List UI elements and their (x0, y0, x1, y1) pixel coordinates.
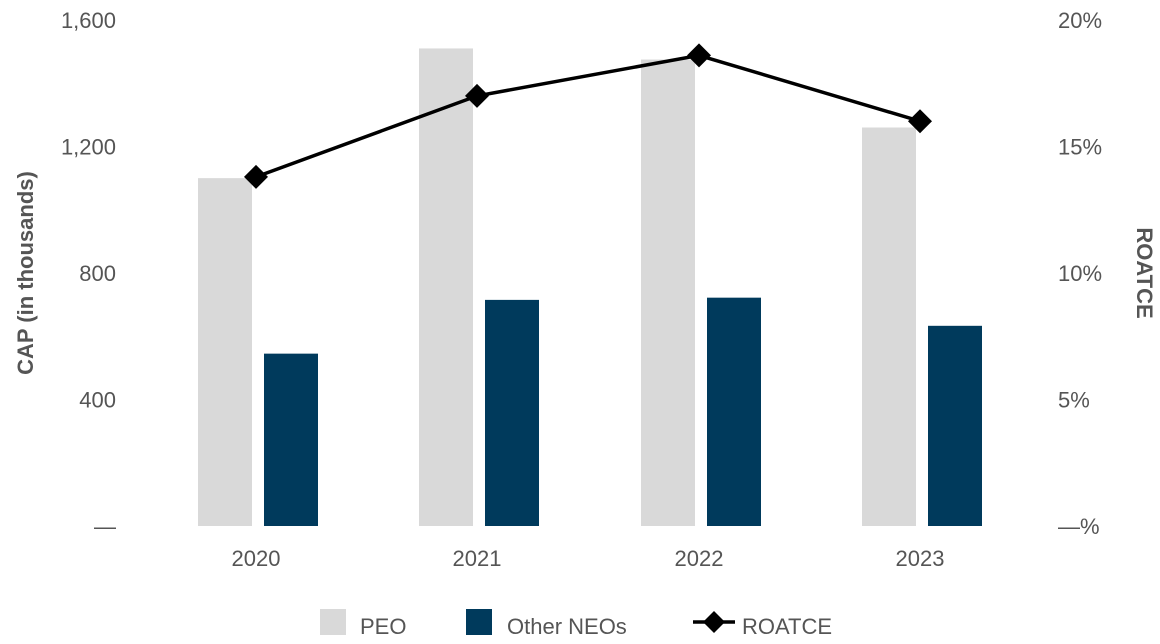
left-axis-title: CAP (in thousands) (13, 171, 38, 375)
left-tick-label-0: — (94, 514, 116, 539)
legend-swatch-peo (320, 609, 346, 635)
right-tick-label-0: —% (1058, 514, 1100, 539)
left-tick-label-4: 1,600 (61, 8, 116, 33)
x-tick-label-2022: 2022 (675, 546, 724, 571)
left-tick-label-3: 1,200 (61, 135, 116, 160)
x-tick-label-2023: 2023 (896, 546, 945, 571)
bar-other-neos-2020 (264, 354, 318, 526)
left-tick-label-2: 800 (79, 261, 116, 286)
legend-label-peo: PEO (360, 614, 406, 639)
bar-other-neos-2021 (485, 300, 539, 526)
right-tick-label-4: 20% (1058, 8, 1102, 33)
x-tick-label-2021: 2021 (453, 546, 502, 571)
left-tick-label-1: 400 (79, 388, 116, 413)
bar-peo-2022 (641, 60, 695, 526)
bar-peo-2023 (862, 128, 916, 526)
bar-peo-2021 (419, 48, 473, 526)
legend-label-roatce: ROATCE (742, 614, 832, 639)
line-roatce (256, 55, 920, 176)
legend-swatch-other-neos (466, 609, 492, 635)
bar-other-neos-2022 (707, 298, 761, 526)
x-tick-label-2020: 2020 (232, 546, 281, 571)
bar-other-neos-2023 (928, 326, 982, 526)
right-tick-label-3: 15% (1058, 135, 1102, 160)
legend-label-other-neos: Other NEOs (507, 614, 627, 639)
right-tick-label-1: 5% (1058, 388, 1090, 413)
legend-marker-roatce (703, 611, 725, 633)
right-tick-label-2: 10% (1058, 261, 1102, 286)
right-axis-title: ROATCE (1132, 227, 1157, 318)
bar-peo-2020 (198, 178, 252, 526)
